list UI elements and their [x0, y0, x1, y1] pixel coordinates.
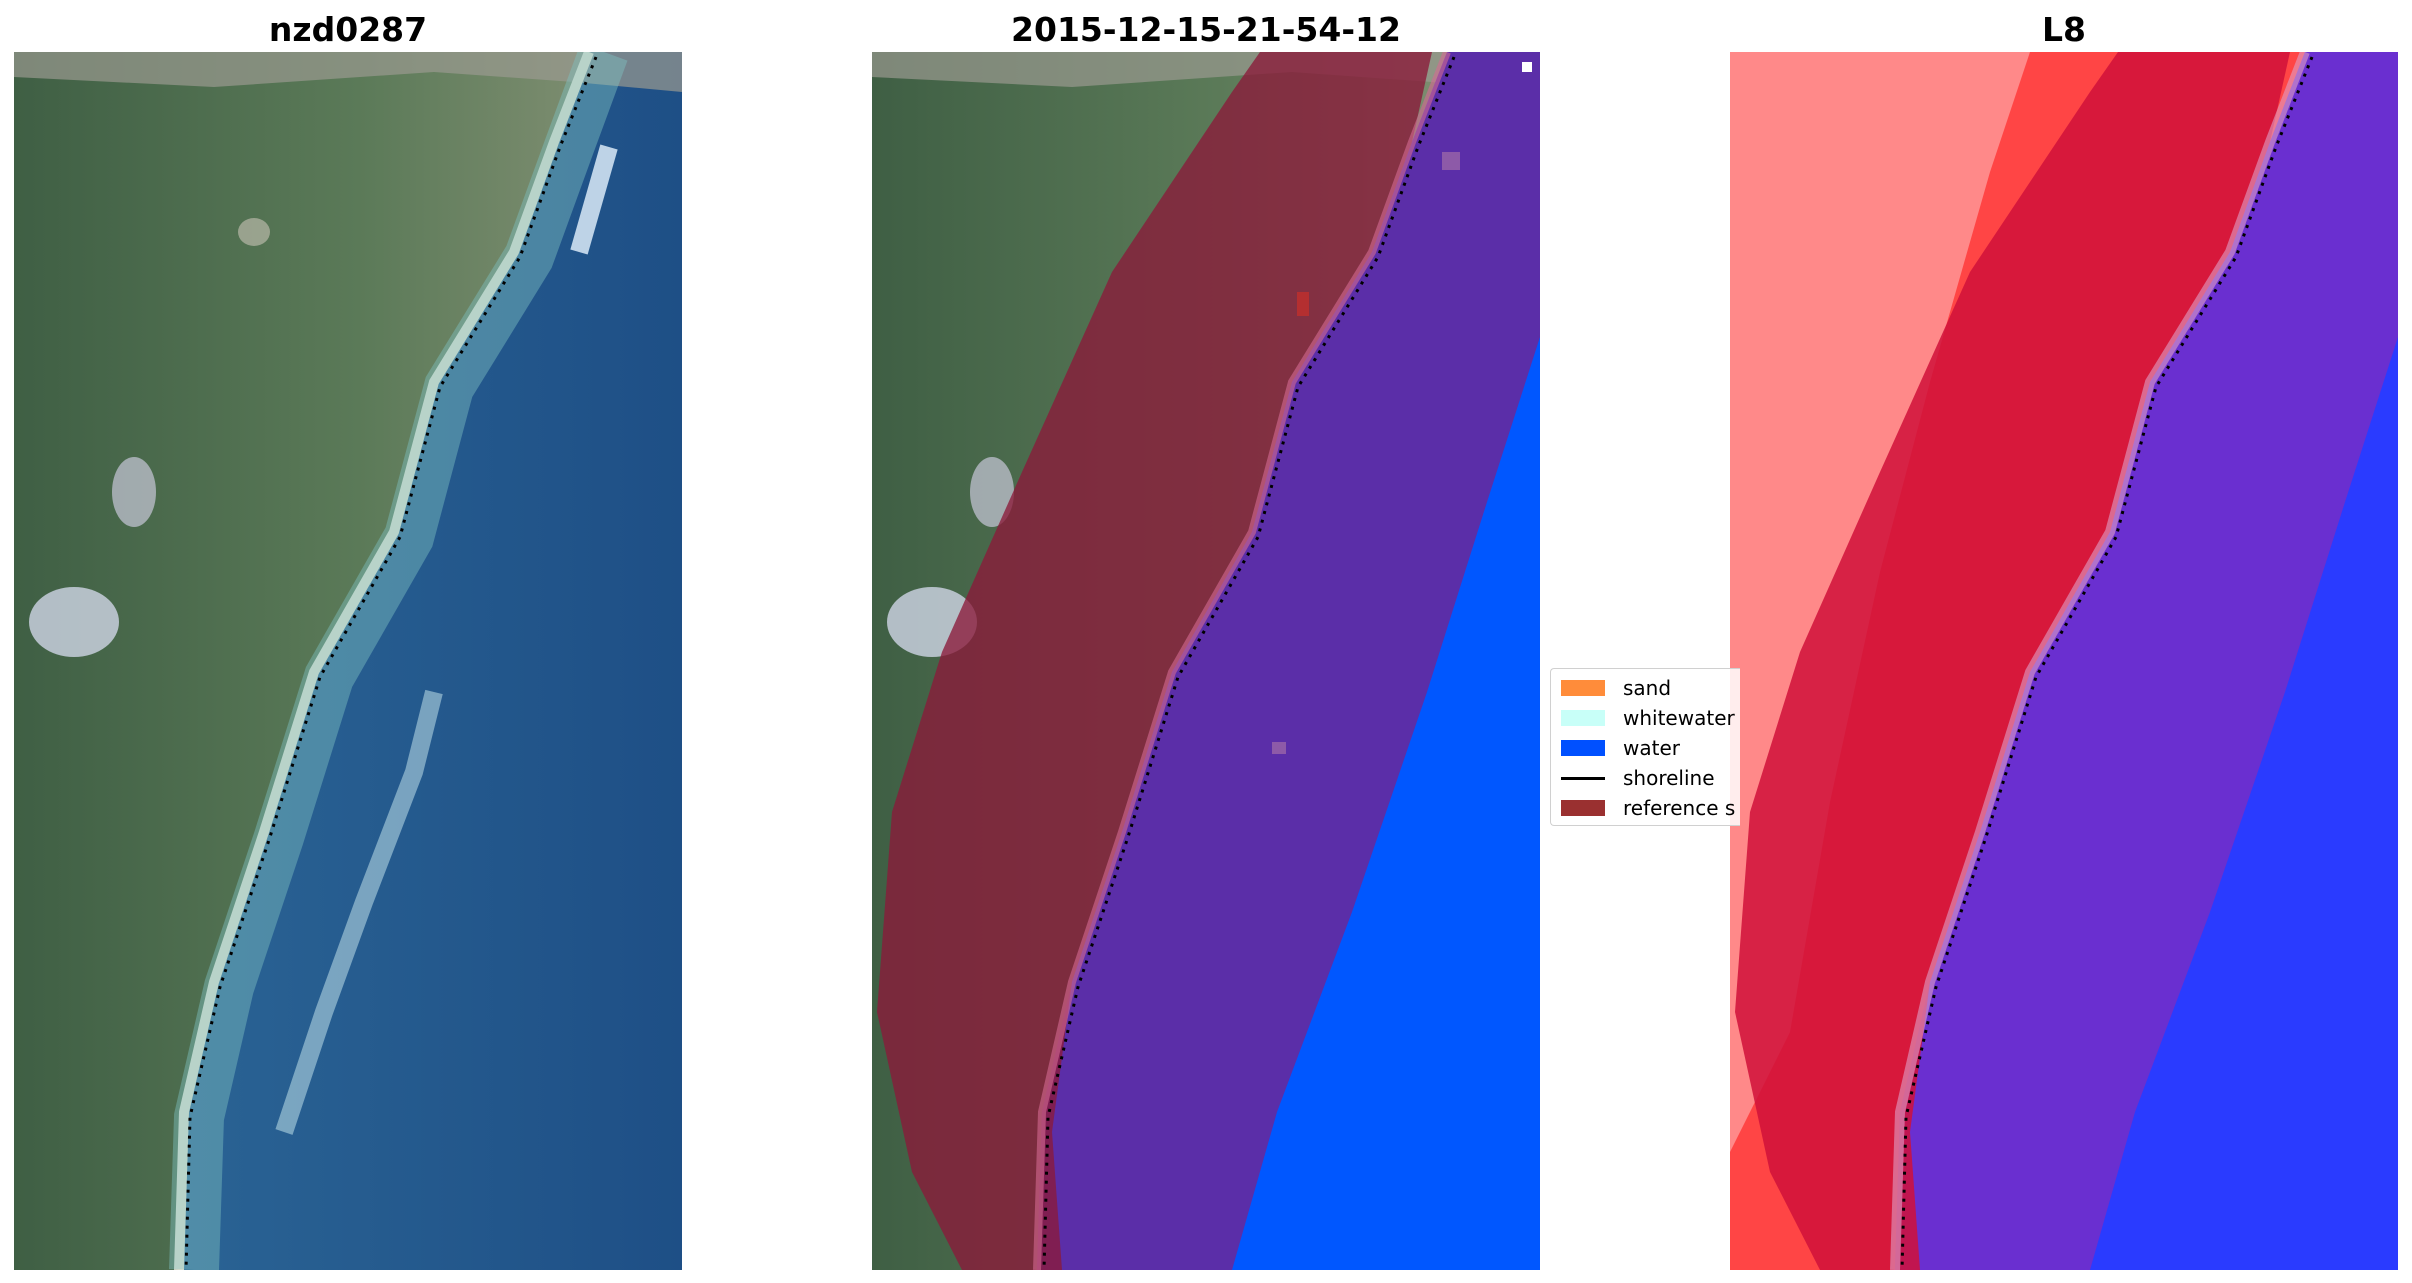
- legend: sand whitewater water shoreline referenc…: [1550, 668, 1740, 826]
- panel-title-image: nzd0287: [268, 10, 428, 49]
- legend-item-reference: reference s: [1561, 795, 1735, 821]
- legend-item-water: water: [1561, 735, 1680, 761]
- l8-index-map: [1730, 52, 2398, 1270]
- legend-item-whitewater: whitewater: [1561, 705, 1735, 731]
- classification-panel: [872, 52, 1540, 1270]
- legend-label: whitewater: [1623, 706, 1735, 730]
- legend-label: shoreline: [1623, 766, 1715, 790]
- legend-swatch-sand: [1561, 680, 1605, 696]
- panel-title-l8: L8: [2042, 10, 2086, 49]
- legend-swatch-reference: [1561, 800, 1605, 816]
- l8-index-panel: [1730, 52, 2398, 1270]
- legend-item-shoreline: shoreline: [1561, 765, 1715, 791]
- legend-item-sand: sand: [1561, 675, 1671, 701]
- rgb-image-panel: [14, 52, 682, 1270]
- classification-map: [872, 52, 1540, 1270]
- legend-label: water: [1623, 736, 1680, 760]
- legend-swatch-whitewater: [1561, 710, 1605, 726]
- rgb-satellite-image: [14, 52, 682, 1270]
- legend-swatch-water: [1561, 740, 1605, 756]
- legend-line-shoreline: [1561, 776, 1605, 780]
- legend-label: sand: [1623, 676, 1672, 700]
- panel-title-date: 2015-12-15-21-54-12: [1011, 10, 1401, 49]
- legend-label: reference s: [1623, 796, 1736, 820]
